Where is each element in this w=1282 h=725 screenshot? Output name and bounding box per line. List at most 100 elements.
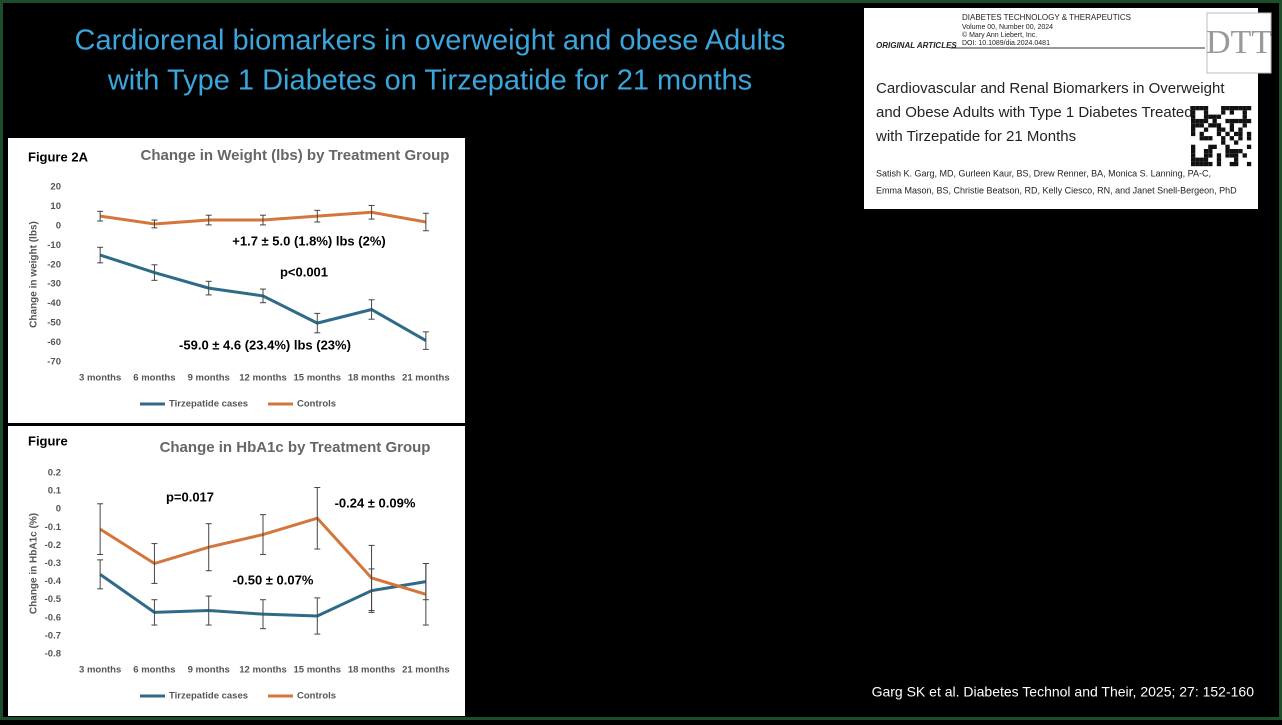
x-tick-label: 21 months	[402, 373, 450, 384]
error-bar	[97, 210, 104, 222]
qr-cell	[1229, 136, 1234, 141]
error-bar	[205, 280, 212, 296]
chart-panel	[8, 426, 465, 716]
qr-cell	[1234, 149, 1239, 154]
qr-cell	[1229, 110, 1234, 115]
qr-cell	[1208, 136, 1213, 141]
qr-cell	[1191, 157, 1196, 162]
y-tick-label: -0.4	[45, 576, 62, 587]
qr-cell	[1208, 144, 1213, 149]
article-title: Cardiovascular and Renal Biomarkers in O…	[876, 80, 1225, 97]
doi: DOI: 10.1089/dia.2024.0481	[962, 40, 1050, 47]
qr-cell	[1242, 110, 1247, 115]
masthead	[955, 8, 1105, 48]
error-bar	[260, 288, 266, 304]
volume: Volume 00, Number 00, 2024	[962, 24, 1053, 31]
qr-cell	[1221, 106, 1226, 111]
qr-cell	[1238, 106, 1243, 111]
qr-cell	[1216, 153, 1222, 158]
authors: Emma Mason, BS, Christie Beatson, RD, Ke…	[876, 185, 1237, 195]
qr-cell	[1208, 123, 1213, 128]
legend-label: Tirzepatide cases	[169, 691, 248, 702]
annotation: -0.24 ± 0.09%	[335, 495, 416, 510]
qr-cell	[1234, 153, 1239, 158]
qr-cell	[1229, 153, 1234, 158]
error-bar	[314, 597, 321, 635]
x-tick-label: 18 months	[348, 665, 396, 676]
qr-cell	[1242, 114, 1247, 119]
legend-label: Controls	[297, 399, 336, 410]
qr-cell	[1203, 161, 1209, 167]
qr-cell	[1195, 157, 1200, 162]
qr-cell	[1216, 114, 1222, 119]
y-tick-label: -0.2	[45, 540, 61, 551]
qr-cell	[1199, 157, 1204, 162]
qr-cell	[1242, 118, 1247, 124]
qr-cell	[1225, 144, 1230, 149]
article-card: DIABETES TECHNOLOGY & THERAPEUTICS Volum…	[864, 8, 1272, 209]
annotation: p<0.001	[280, 264, 328, 279]
qr-cell	[1191, 127, 1196, 132]
copyright: © Mary Ann Liebert, Inc.	[962, 31, 1037, 39]
y-tick-label: -0.7	[45, 630, 61, 641]
qr-cell	[1238, 118, 1243, 124]
y-axis-label: Change in HbA1c (%)	[29, 513, 40, 614]
qr-cell	[1238, 136, 1243, 141]
qr-cell	[1246, 131, 1252, 137]
error-bar	[97, 246, 104, 264]
x-tick-label: 18 months	[348, 373, 396, 384]
slide-title: Cardiorenal biomarkers in overweight and…	[75, 25, 786, 57]
qr-cell	[1191, 118, 1196, 124]
qr-code	[1191, 106, 1252, 167]
qr-cell	[1225, 106, 1230, 111]
x-tick-label: 21 months	[402, 665, 450, 676]
y-tick-label: 10	[50, 201, 61, 212]
y-tick-label: -0.3	[45, 558, 61, 569]
error-bar	[151, 219, 158, 229]
error-bar	[368, 544, 375, 612]
qr-cell	[1203, 114, 1209, 119]
qr-cell	[1234, 161, 1239, 167]
qr-cell	[1191, 153, 1196, 158]
error-bar	[422, 212, 429, 232]
qr-cell	[1246, 136, 1252, 141]
error-bar	[422, 331, 429, 350]
y-tick-label: 0.2	[48, 468, 61, 479]
x-tick-label: 3 months	[79, 373, 121, 384]
y-tick-label: 0	[56, 504, 61, 515]
error-bar	[368, 299, 375, 320]
qr-cell	[1208, 161, 1213, 167]
qr-cell	[1229, 127, 1234, 132]
qr-cell	[1246, 106, 1252, 111]
qr-cell	[1229, 106, 1234, 111]
y-axis-label: Change in weight (lbs)	[29, 221, 40, 328]
y-tick-label: -0.1	[45, 522, 62, 533]
qr-cell	[1212, 144, 1217, 149]
qr-cell	[1191, 161, 1196, 167]
qr-cell	[1191, 114, 1196, 119]
qr-cell	[1221, 140, 1226, 145]
qr-cell	[1225, 118, 1230, 124]
x-tick-label: 6 months	[133, 665, 175, 676]
qr-cell	[1199, 106, 1204, 111]
error-bar	[260, 599, 266, 630]
qr-cell	[1203, 110, 1209, 115]
qr-cell	[1208, 153, 1213, 158]
x-tick-label: 15 months	[294, 665, 342, 676]
qr-cell	[1216, 157, 1222, 162]
annotation: +1.7 ± 5.0 (1.8%) lbs (2%)	[232, 233, 385, 248]
citation: Garg SK et al. Diabetes Technol and Thei…	[872, 684, 1255, 700]
qr-cell	[1221, 110, 1226, 115]
qr-cell	[1212, 118, 1217, 124]
chart-title: Change in Weight (lbs) by Treatment Grou…	[141, 147, 450, 164]
qr-cell	[1234, 106, 1239, 111]
qr-cell	[1191, 106, 1196, 111]
qr-cell	[1221, 136, 1226, 141]
qr-cell	[1229, 149, 1234, 154]
logo-box	[1206, 12, 1272, 74]
qr-cell	[1234, 118, 1239, 124]
error-bar	[205, 214, 212, 226]
slide-title: with Type 1 Diabetes on Tirzepatide for …	[107, 65, 752, 97]
